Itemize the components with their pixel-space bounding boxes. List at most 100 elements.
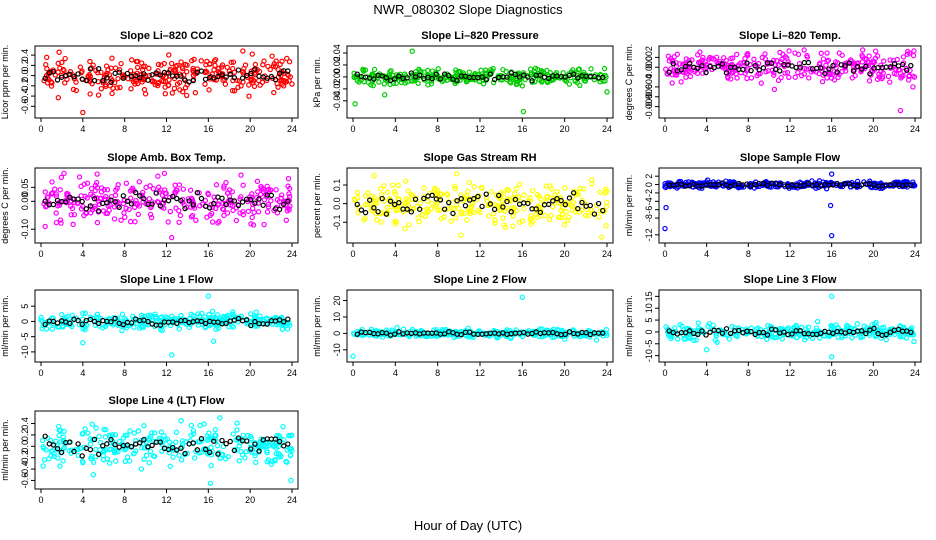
reference-point <box>516 74 523 80</box>
outlier-point <box>240 48 246 54</box>
y-tick-label: 2 <box>644 174 654 179</box>
y-tick-label: -0.008 <box>644 94 654 120</box>
x-tick-label: 12 <box>475 368 485 378</box>
y-tick-label: 0 <box>644 329 654 334</box>
data-point <box>507 327 513 334</box>
data-point <box>894 56 900 63</box>
data-point <box>141 456 147 463</box>
data-point <box>601 65 608 72</box>
data-point <box>388 67 394 74</box>
data-point <box>226 193 233 200</box>
data-point <box>219 62 226 68</box>
data-point <box>284 208 290 214</box>
reference-point <box>752 331 758 338</box>
data-point <box>510 223 516 229</box>
data-point <box>477 209 483 216</box>
outlier-point <box>288 477 294 484</box>
data-point <box>58 220 64 226</box>
reference-point <box>748 328 754 335</box>
data-point <box>402 225 408 232</box>
data-point <box>265 457 272 463</box>
data-point <box>734 51 740 58</box>
data-point <box>95 314 101 321</box>
outlier-point <box>371 173 377 179</box>
data-point <box>528 71 534 78</box>
reference-point <box>715 327 722 334</box>
data-point <box>106 432 113 438</box>
y-tick-label: 0.2 <box>20 59 30 72</box>
y-axis-label: ml/min per min. <box>0 419 10 481</box>
data-point <box>384 189 391 195</box>
reference-point <box>227 71 233 78</box>
data-point <box>93 425 99 431</box>
data-point <box>734 63 741 70</box>
data-point <box>265 201 272 208</box>
data-point <box>240 209 246 215</box>
data-point <box>754 72 760 79</box>
x-tick-label: 0 <box>350 124 355 134</box>
panel-9: Slope Line 3 Flow ml/min per min. 0 4 8 12 16 2… <box>624 274 922 378</box>
reference-point <box>541 74 548 80</box>
data-point <box>351 331 358 338</box>
reference-point <box>429 75 435 82</box>
data-point <box>863 56 870 63</box>
reference-point <box>387 198 394 204</box>
outlier-point <box>458 232 464 238</box>
data-point <box>68 203 74 209</box>
reference-point <box>682 63 689 70</box>
data-point <box>376 79 382 85</box>
data-point <box>663 66 669 72</box>
reference-point <box>732 64 738 70</box>
data-point <box>49 179 55 185</box>
data-point <box>488 189 495 195</box>
reference-point <box>252 66 258 72</box>
x-tick-label: 24 <box>910 249 920 259</box>
y-axis-label: ml/min per min. <box>0 295 10 357</box>
reference-point <box>483 191 489 197</box>
data-point <box>143 452 150 459</box>
reference-point <box>223 201 229 208</box>
reference-point <box>243 317 250 323</box>
data-point <box>109 432 116 438</box>
data-point <box>557 200 564 207</box>
data-point <box>82 310 89 316</box>
data-point <box>517 76 523 83</box>
reference-point <box>243 72 250 79</box>
data-point <box>585 213 591 219</box>
data-point <box>351 70 357 76</box>
data-point <box>220 443 227 450</box>
x-tick-label: 24 <box>287 495 297 505</box>
reference-point <box>50 68 57 75</box>
data-point <box>872 48 879 54</box>
data-point <box>603 326 610 333</box>
y-tick-label: 10 <box>644 303 654 313</box>
x-tick-label: 4 <box>704 124 709 134</box>
reference-point <box>682 330 689 336</box>
x-tick-label: 4 <box>393 368 398 378</box>
data-points <box>41 170 293 241</box>
data-point <box>859 47 866 53</box>
data-point <box>53 210 59 216</box>
data-point <box>115 75 121 82</box>
data-point <box>277 61 283 68</box>
y-tick-label: -12 <box>644 228 654 241</box>
data-point <box>88 191 94 197</box>
data-point <box>286 445 293 452</box>
data-point <box>596 214 602 220</box>
reference-point <box>570 190 577 196</box>
data-point <box>355 209 361 216</box>
data-point <box>202 81 208 87</box>
y-tick-label: -0.2 <box>20 78 30 94</box>
data-point <box>191 455 198 461</box>
reference-point <box>91 77 98 84</box>
data-point <box>212 432 218 438</box>
data-point <box>565 214 572 221</box>
data-point <box>106 460 113 466</box>
data-point <box>260 189 267 195</box>
reference-point <box>256 448 262 454</box>
data-point <box>118 217 124 223</box>
data-point <box>744 75 750 82</box>
data-point <box>55 94 61 101</box>
data-point <box>775 62 781 69</box>
data-point <box>455 205 462 212</box>
